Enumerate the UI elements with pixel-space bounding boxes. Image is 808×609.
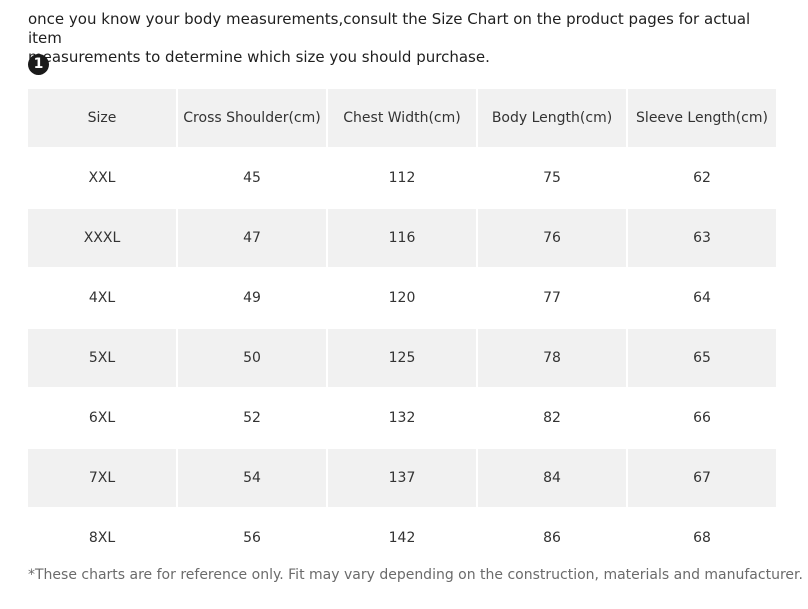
cell-size: 7XL <box>28 449 176 507</box>
cell-cross-shoulder: 56 <box>178 509 326 567</box>
cell-size: 6XL <box>28 389 176 447</box>
cell-cross-shoulder: 45 <box>178 149 326 207</box>
cell-body-length: 78 <box>478 329 626 387</box>
intro-line-1: once you know your body measurements,con… <box>28 10 751 47</box>
footnote: *These charts are for reference only. Fi… <box>28 567 803 583</box>
cell-chest-width: 116 <box>328 209 476 267</box>
cell-size: XXL <box>28 149 176 207</box>
cell-chest-width: 142 <box>328 509 476 567</box>
cell-sleeve-length: 64 <box>628 269 776 327</box>
cell-body-length: 84 <box>478 449 626 507</box>
cell-chest-width: 112 <box>328 149 476 207</box>
cell-chest-width: 132 <box>328 389 476 447</box>
cell-sleeve-length: 62 <box>628 149 776 207</box>
cell-sleeve-length: 67 <box>628 449 776 507</box>
table-header-row: Size Cross Shoulder(cm) Chest Width(cm) … <box>28 89 776 147</box>
cell-size: 8XL <box>28 509 176 567</box>
header-size: Size <box>28 89 176 147</box>
cell-cross-shoulder: 47 <box>178 209 326 267</box>
cell-sleeve-length: 65 <box>628 329 776 387</box>
cell-sleeve-length: 68 <box>628 509 776 567</box>
table-row: 5XL 50 125 78 65 <box>28 329 776 387</box>
cell-cross-shoulder: 50 <box>178 329 326 387</box>
cell-sleeve-length: 63 <box>628 209 776 267</box>
step-number-badge: 1 <box>28 54 49 75</box>
header-chest-width: Chest Width(cm) <box>328 89 476 147</box>
cell-body-length: 86 <box>478 509 626 567</box>
table-row: XXL 45 112 75 62 <box>28 149 776 207</box>
intro-line-2: measurements to determine which size you… <box>28 48 490 66</box>
cell-size: 4XL <box>28 269 176 327</box>
header-body-length: Body Length(cm) <box>478 89 626 147</box>
cell-size: XXXL <box>28 209 176 267</box>
cell-cross-shoulder: 49 <box>178 269 326 327</box>
cell-body-length: 75 <box>478 149 626 207</box>
table-row: 7XL 54 137 84 67 <box>28 449 776 507</box>
cell-chest-width: 137 <box>328 449 476 507</box>
cell-cross-shoulder: 54 <box>178 449 326 507</box>
intro-text: once you know your body measurements,con… <box>28 10 788 67</box>
cell-size: 5XL <box>28 329 176 387</box>
size-chart-table: Size Cross Shoulder(cm) Chest Width(cm) … <box>26 87 778 569</box>
cell-cross-shoulder: 52 <box>178 389 326 447</box>
table-row: XXXL 47 116 76 63 <box>28 209 776 267</box>
table-row: 6XL 52 132 82 66 <box>28 389 776 447</box>
cell-chest-width: 120 <box>328 269 476 327</box>
cell-body-length: 76 <box>478 209 626 267</box>
cell-body-length: 77 <box>478 269 626 327</box>
cell-sleeve-length: 66 <box>628 389 776 447</box>
cell-chest-width: 125 <box>328 329 476 387</box>
table-row: 8XL 56 142 86 68 <box>28 509 776 567</box>
header-sleeve-length: Sleeve Length(cm) <box>628 89 776 147</box>
cell-body-length: 82 <box>478 389 626 447</box>
table-row: 4XL 49 120 77 64 <box>28 269 776 327</box>
header-cross-shoulder: Cross Shoulder(cm) <box>178 89 326 147</box>
